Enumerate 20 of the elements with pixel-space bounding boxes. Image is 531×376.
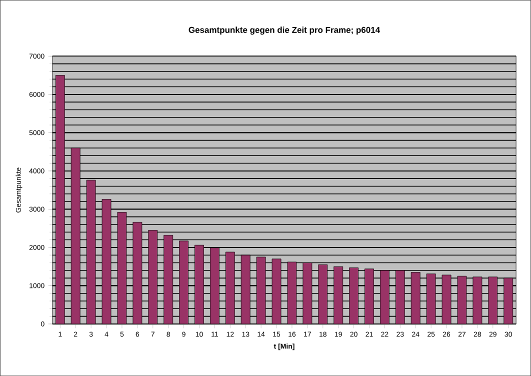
bar (488, 276, 498, 324)
bar (364, 268, 374, 324)
bar (148, 230, 158, 324)
bar (334, 266, 344, 324)
bar (164, 234, 174, 324)
bar (504, 278, 514, 324)
bar (179, 240, 188, 324)
bar (210, 248, 220, 324)
bar (380, 270, 390, 324)
bar (194, 244, 204, 324)
bar (318, 264, 328, 324)
bar (395, 270, 405, 324)
bar (349, 267, 358, 324)
bar (55, 75, 65, 324)
chart-title: Gesamtpunkte gegen die Zeit pro Frame; p6014 (188, 26, 380, 35)
bar (70, 148, 80, 324)
bar (240, 254, 250, 324)
bar (225, 252, 235, 324)
bar (410, 272, 420, 324)
bar (426, 274, 436, 324)
